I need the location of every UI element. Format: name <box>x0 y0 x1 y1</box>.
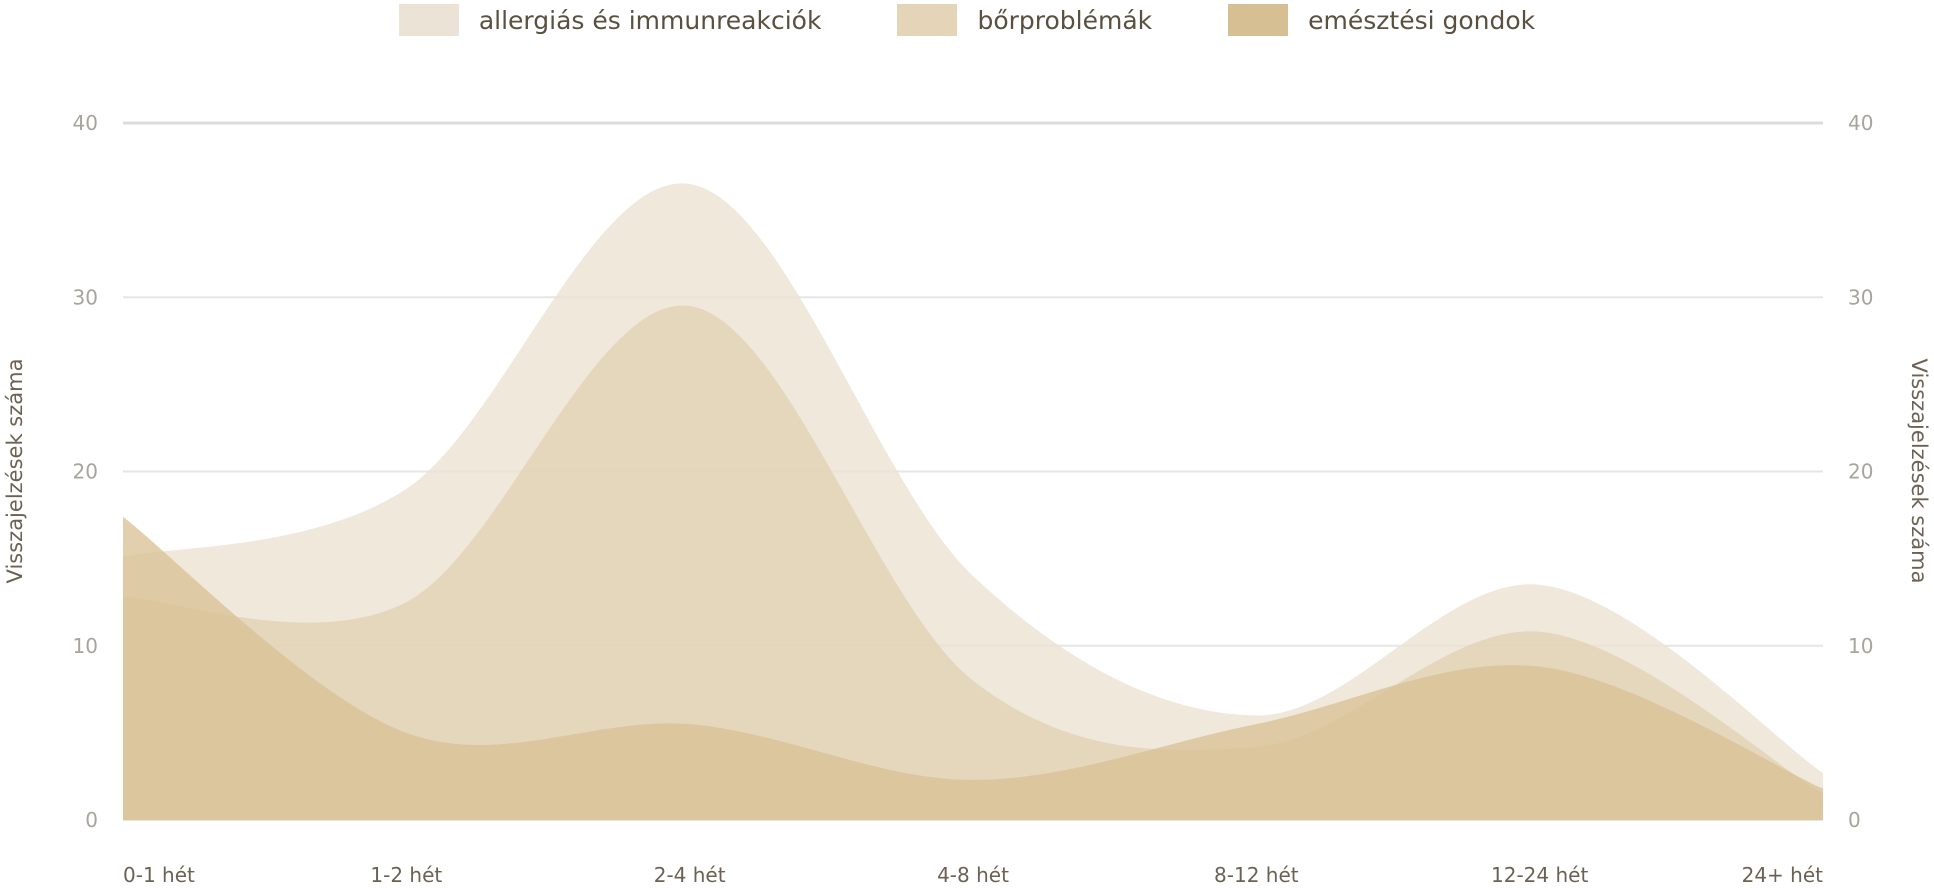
y-tick-left: 20 <box>73 460 98 484</box>
legend-label: emésztési gondok <box>1308 5 1536 35</box>
legend-swatch <box>398 4 459 36</box>
legend-item-allergies[interactable]: allergiás és immunreakciók <box>398 4 822 36</box>
y-axis-label-left: Visszajelzések száma <box>3 359 27 584</box>
y-tick-right: 20 <box>1848 460 1873 484</box>
legend-item-skin[interactable]: bőrproblémák <box>897 4 1152 36</box>
x-tick-label: 12-24 hét <box>1491 863 1588 887</box>
y-tick-left: 0 <box>85 808 98 832</box>
y-tick-right: 0 <box>1848 808 1861 832</box>
y-tick-right: 40 <box>1848 111 1873 135</box>
legend-swatch <box>897 4 958 36</box>
y-axis-label-right: Visszajelzések száma <box>1907 359 1931 584</box>
y-tick-left: 30 <box>73 285 98 309</box>
x-tick-label: 2-4 hét <box>654 863 726 887</box>
x-tick-label: 0-1 hét <box>123 863 195 887</box>
legend-label: allergiás és immunreakciók <box>478 5 822 35</box>
legend-swatch <box>1228 4 1289 36</box>
y-tick-left: 10 <box>73 634 98 658</box>
x-tick-label: 1-2 hét <box>370 863 442 887</box>
y-tick-right: 10 <box>1848 634 1873 658</box>
y-tick-right: 30 <box>1848 285 1873 309</box>
y-tick-left: 40 <box>73 111 98 135</box>
x-tick-label: 8-12 hét <box>1214 863 1299 887</box>
x-tick-label: 24+ hét <box>1742 863 1824 887</box>
legend: allergiás és immunreakciók bőrproblémák … <box>0 4 1934 36</box>
legend-item-digestive[interactable]: emésztési gondok <box>1228 4 1535 36</box>
legend-label: bőrproblémák <box>977 5 1153 35</box>
x-tick-label: 4-8 hét <box>937 863 1009 887</box>
area-series-2 <box>123 516 1823 820</box>
